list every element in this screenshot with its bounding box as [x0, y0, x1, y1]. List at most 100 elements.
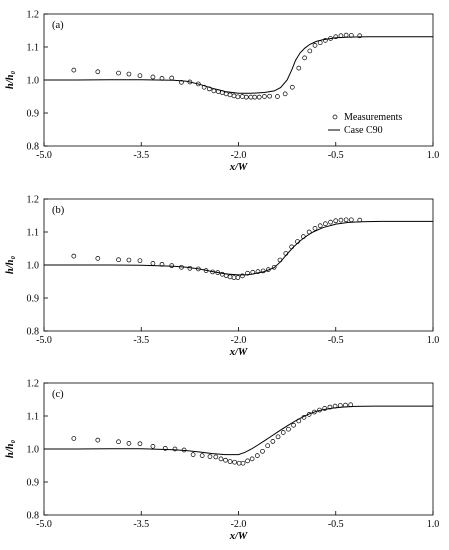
data-point-measurement	[71, 436, 77, 441]
data-point-measurement	[317, 223, 323, 229]
data-point-measurement	[327, 404, 333, 410]
y-axis-title: h/h₀	[5, 440, 16, 459]
data-point-measurement	[306, 412, 312, 417]
data-point-measurement	[249, 456, 255, 462]
y-tick-label: 1.2	[27, 10, 40, 21]
x-tick-label: -5.0	[36, 335, 52, 346]
y-tick-label: 1.1	[27, 43, 40, 54]
data-point-measurement	[150, 261, 156, 266]
data-point-measurement	[116, 70, 121, 76]
data-point-measurement	[302, 55, 307, 61]
data-point-measurement	[227, 274, 233, 280]
data-point-measurement	[169, 263, 175, 269]
y-tick-label: 1.0	[27, 445, 40, 456]
data-point-measurement	[286, 426, 291, 432]
data-point-measurement	[71, 253, 77, 259]
y-tick-label: 1.1	[27, 228, 40, 239]
data-point-measurement	[280, 430, 286, 435]
x-axis-title: x/W	[229, 162, 248, 173]
panel-label: (a)	[52, 20, 64, 31]
data-point-measurement	[343, 217, 349, 223]
y-tick-label: 1.0	[27, 261, 40, 272]
y-tick-label: 0.8	[27, 511, 40, 522]
data-point-measurement	[126, 71, 132, 77]
data-point-measurement	[199, 453, 205, 458]
data-point-measurement	[240, 460, 246, 466]
data-point-measurement	[172, 446, 178, 452]
data-point-measurement	[116, 439, 121, 445]
data-point-measurement	[190, 452, 196, 457]
data-point-measurement	[256, 94, 262, 100]
data-point-measurement	[71, 67, 77, 73]
data-point-measurement	[223, 457, 228, 463]
data-point-measurement	[245, 270, 250, 276]
y-tick-label: 0.8	[27, 327, 40, 338]
data-point-measurement	[236, 460, 242, 466]
legend-marker-measurements	[332, 114, 338, 120]
panel-label: (b)	[52, 205, 65, 216]
x-tick-label: -2.0	[231, 335, 247, 346]
data-point-measurement	[179, 79, 184, 85]
x-tick-label: -5.0	[36, 519, 52, 530]
data-point-measurement	[271, 264, 277, 270]
data-point-measurement	[333, 218, 339, 224]
data-point-measurement	[232, 459, 237, 465]
data-point-measurement	[338, 217, 344, 223]
data-point-measurement	[126, 257, 132, 263]
data-point-measurement	[137, 258, 143, 264]
legend-label-measurements: Measurements	[344, 112, 402, 123]
data-point-measurement	[260, 448, 265, 454]
data-point-measurement	[116, 257, 121, 263]
data-point-measurement	[357, 33, 363, 39]
data-point-measurement	[328, 219, 333, 225]
x-tick-label: 1.0	[427, 335, 440, 346]
data-point-measurement	[255, 269, 261, 274]
data-point-measurement	[243, 94, 249, 100]
data-point-measurement	[137, 73, 143, 79]
data-point-measurement	[254, 453, 260, 458]
data-point-measurement	[95, 437, 101, 443]
data-point-measurement	[235, 94, 241, 100]
y-tick-label: 1.1	[27, 412, 40, 423]
y-tick-label: 0.8	[27, 142, 40, 153]
y-axis-title: h/h₀	[5, 256, 16, 275]
data-point-measurement	[252, 94, 258, 100]
data-point-measurement	[126, 441, 132, 446]
x-axis-title: x/W	[229, 347, 248, 358]
y-tick-label: 0.9	[27, 109, 40, 120]
data-point-measurement	[245, 458, 250, 464]
series-line-case-c90	[44, 36, 433, 94]
data-point-measurement	[218, 456, 224, 462]
data-point-measurement	[317, 40, 323, 46]
data-point-measurement	[169, 75, 175, 81]
y-tick-label: 1.0	[27, 76, 40, 87]
chart-panel-1: 0.8 0.9 1.0 1.1 1.2 -5.0 -3.5 -2.0 -0.5 1.0 x/W h/h…	[5, 10, 439, 174]
data-point-measurement	[307, 48, 313, 54]
chart-panel-3: 0.8 0.9 1.0 1.1 1.2 -5.0 -3.5 -2.0 -0.5 1.0 x/W h/h…	[5, 379, 439, 543]
data-point-measurement	[137, 441, 143, 447]
data-point-measurement	[296, 65, 302, 71]
data-point-measurement	[323, 38, 328, 43]
x-tick-label: 1.0	[427, 150, 440, 161]
data-point-measurement	[231, 93, 237, 99]
data-point-measurement	[227, 92, 233, 98]
data-point-measurement	[289, 84, 295, 90]
data-point-measurement	[227, 459, 233, 464]
data-point-measurement	[348, 217, 354, 223]
y-tick-label: 1.2	[27, 195, 40, 206]
data-point-measurement	[95, 256, 101, 261]
data-point-measurement	[231, 275, 237, 280]
y-tick-label: 1.2	[27, 379, 40, 390]
series-line-case-c90	[44, 220, 433, 276]
legend-label-case-c90: Case C90	[344, 125, 383, 136]
data-point-measurement	[240, 273, 245, 279]
x-tick-label: -5.0	[36, 150, 52, 161]
data-point-measurement	[275, 94, 280, 99]
data-point-measurement	[262, 94, 267, 99]
data-point-measurement	[213, 454, 219, 460]
data-point-measurement	[265, 443, 271, 449]
x-tick-label: -2.0	[231, 150, 247, 161]
chart-panel-2: 0.8 0.9 1.0 1.1 1.2 -5.0 -3.5 -2.0 -0.5 1.0 x/W h/h…	[5, 195, 439, 359]
data-point-measurement	[235, 275, 241, 280]
x-tick-label: -0.5	[328, 335, 344, 346]
